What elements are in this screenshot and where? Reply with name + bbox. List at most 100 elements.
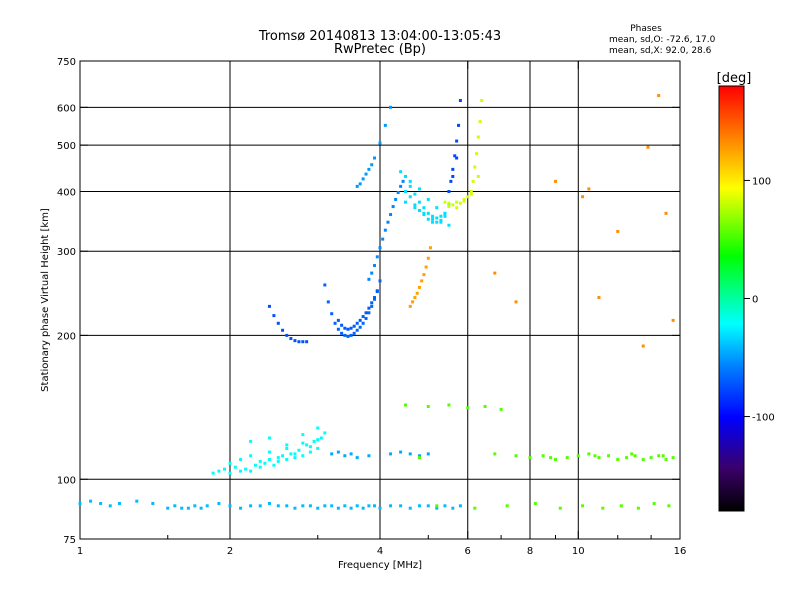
data-point	[616, 457, 620, 461]
data-point	[217, 469, 221, 473]
data-point	[420, 279, 424, 283]
data-point	[383, 123, 387, 127]
data-point	[370, 301, 374, 305]
data-point	[78, 501, 82, 505]
data-point	[285, 457, 289, 461]
data-point	[293, 456, 297, 460]
data-point	[375, 290, 379, 294]
data-point	[355, 328, 359, 332]
data-point	[553, 457, 557, 461]
data-point	[373, 296, 377, 300]
data-point	[422, 206, 426, 210]
data-point	[439, 220, 443, 224]
data-point	[439, 218, 443, 222]
data-point	[233, 465, 237, 469]
data-point	[426, 504, 430, 508]
data-point	[343, 333, 347, 337]
chart-subtitle: RwPretec (Bp)	[334, 42, 426, 57]
data-point	[664, 457, 668, 461]
data-point	[293, 339, 297, 343]
data-point	[422, 213, 426, 217]
data-point	[272, 463, 276, 467]
data-point	[355, 321, 359, 325]
data-point	[597, 296, 601, 300]
data-point	[469, 192, 473, 196]
data-point	[349, 452, 353, 456]
data-point	[408, 506, 412, 510]
data-point	[471, 179, 475, 183]
colorbar-label: [deg]	[717, 71, 752, 86]
data-point	[422, 273, 426, 277]
data-point	[417, 200, 421, 204]
data-point	[343, 454, 347, 458]
x-tick-label: 6	[465, 546, 471, 557]
data-point	[389, 452, 393, 456]
data-point	[336, 506, 340, 510]
data-point	[289, 452, 293, 456]
data-point	[305, 443, 309, 447]
data-point	[186, 506, 190, 510]
data-point	[466, 195, 470, 199]
data-point	[267, 501, 271, 505]
data-point	[399, 184, 403, 188]
data-point	[458, 201, 462, 205]
data-point	[276, 456, 280, 460]
data-point	[289, 337, 293, 341]
data-point	[483, 404, 487, 408]
data-point	[378, 506, 382, 510]
data-point	[636, 506, 640, 510]
y-tick-label: 400	[57, 187, 76, 198]
data-point	[415, 291, 419, 295]
data-point	[249, 439, 253, 443]
data-point	[426, 197, 430, 201]
data-point	[426, 217, 430, 221]
data-point	[239, 469, 243, 473]
data-point	[558, 506, 562, 510]
data-point	[431, 217, 435, 221]
data-point	[476, 174, 480, 178]
x-tick-label: 16	[674, 546, 687, 557]
data-point	[333, 321, 337, 325]
data-point	[173, 504, 177, 508]
data-point	[267, 450, 271, 454]
data-point	[117, 501, 121, 505]
colorbar: [deg] 100 0 -100	[717, 71, 775, 512]
data-point	[417, 456, 421, 460]
data-point	[657, 454, 661, 458]
data-point	[413, 296, 417, 300]
data-point	[89, 499, 93, 503]
data-point	[223, 467, 227, 471]
data-point	[301, 454, 305, 458]
data-point	[641, 344, 645, 348]
data-point	[135, 499, 139, 503]
data-point	[301, 441, 305, 445]
data-point	[625, 456, 629, 460]
data-point	[473, 506, 477, 510]
data-point	[352, 331, 356, 335]
data-point	[217, 501, 221, 505]
data-point	[581, 504, 585, 508]
data-point	[258, 504, 262, 508]
data-point	[267, 304, 271, 308]
data-point	[383, 228, 387, 232]
data-point	[370, 271, 374, 275]
data-point	[478, 120, 482, 124]
y-tick-label: 200	[57, 331, 76, 342]
data-point	[228, 504, 232, 508]
data-point	[449, 179, 453, 183]
data-point	[349, 326, 353, 330]
data-point	[239, 506, 243, 510]
data-point	[646, 145, 650, 149]
data-point	[349, 333, 353, 337]
data-point	[370, 163, 374, 167]
data-point	[431, 220, 435, 224]
data-point	[455, 156, 459, 160]
data-point	[373, 504, 377, 508]
data-point	[403, 403, 407, 407]
data-point	[633, 454, 637, 458]
data-point	[361, 177, 365, 181]
data-point	[316, 438, 320, 442]
grid-lines	[80, 61, 680, 539]
data-point	[667, 504, 671, 508]
data-point	[435, 220, 439, 224]
